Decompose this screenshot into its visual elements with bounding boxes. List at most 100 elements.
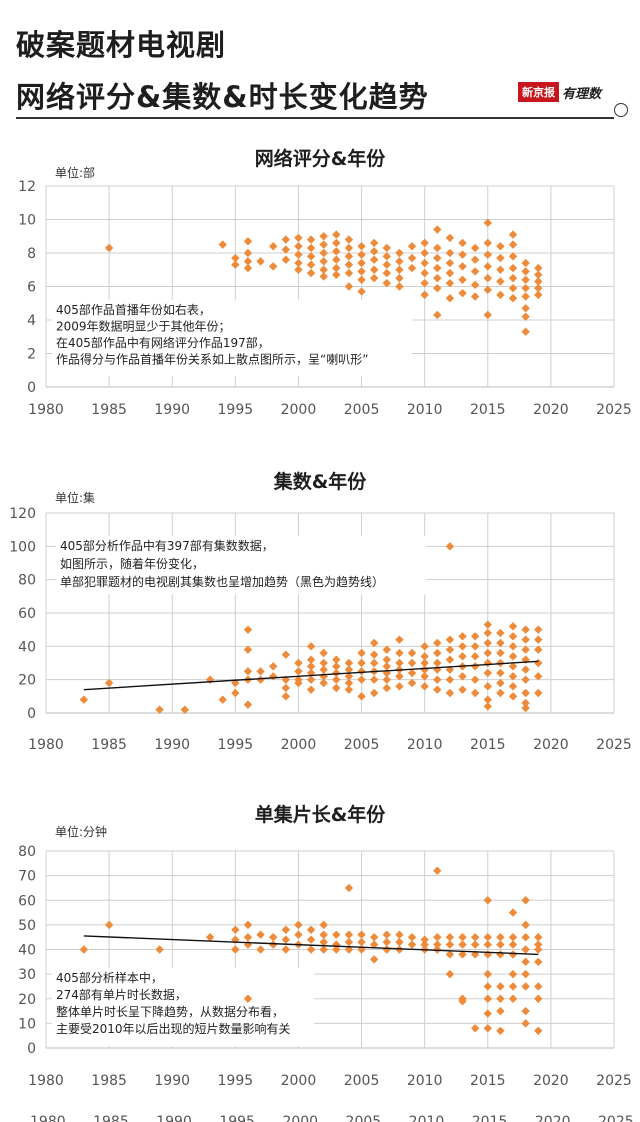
y-tick-label: 120 [9, 506, 36, 522]
data-point [281, 235, 291, 244]
data-point [483, 648, 492, 658]
data-point [534, 688, 543, 698]
data-point [445, 248, 455, 258]
data-point [534, 290, 543, 300]
data-point [306, 260, 316, 269]
data-point [433, 658, 442, 668]
data-point [496, 668, 505, 678]
data-point [357, 648, 366, 658]
data-point [534, 932, 543, 942]
data-point [445, 294, 455, 303]
data-point [458, 250, 467, 259]
data-point [294, 678, 303, 688]
data-point [319, 920, 328, 930]
data-point [483, 682, 492, 691]
x-tick-label: 2010 [407, 737, 443, 753]
data-point [420, 248, 429, 258]
data-point [521, 258, 530, 268]
data-point [357, 692, 366, 701]
data-point [231, 688, 240, 698]
data-point [306, 642, 316, 651]
data-point [496, 253, 505, 263]
data-point [496, 1026, 505, 1035]
data-point [332, 238, 341, 248]
data-point [483, 982, 492, 991]
cropped-x-tick-label: 2010 [408, 1114, 445, 1122]
data-point [306, 685, 316, 694]
data-point [483, 262, 492, 271]
x-tick-label: 2015 [470, 1073, 506, 1089]
data-point [445, 635, 455, 644]
annotation-text: 405部作品首播年份如右表， [56, 302, 211, 317]
data-point [369, 638, 379, 648]
x-tick-label: 2020 [533, 737, 569, 753]
data-point [344, 945, 354, 954]
data-point [521, 1019, 530, 1028]
data-point [433, 253, 442, 263]
data-point [332, 945, 341, 954]
data-point [306, 235, 316, 244]
data-point [243, 248, 253, 258]
data-point [496, 940, 505, 949]
data-point [534, 940, 543, 949]
data-point [458, 932, 467, 942]
data-point [369, 955, 379, 964]
y-tick-label: 4 [27, 313, 36, 329]
data-point [521, 920, 530, 930]
data-point [420, 682, 429, 691]
data-point [395, 265, 404, 274]
data-point [357, 675, 366, 684]
data-point [269, 662, 278, 671]
data-point [382, 260, 391, 269]
data-point [508, 672, 518, 681]
x-tick-label: 1990 [154, 1073, 190, 1089]
data-point [534, 994, 543, 1003]
data-point [281, 650, 291, 659]
data-point [433, 243, 442, 253]
data-point [458, 642, 467, 651]
data-point [344, 282, 354, 291]
data-point [243, 940, 253, 949]
data-point [458, 685, 467, 694]
data-point [294, 250, 303, 259]
data-point [369, 658, 379, 668]
data-point [534, 672, 543, 681]
x-tick-label: 2020 [533, 402, 569, 418]
data-point [281, 683, 291, 693]
data-point [521, 1006, 530, 1016]
data-point [470, 675, 480, 684]
data-point [470, 267, 480, 276]
data-point [445, 940, 455, 949]
data-point [319, 265, 328, 274]
y-tick-label: 30 [18, 967, 36, 983]
y-tick-label: 20 [18, 992, 36, 1008]
data-point [483, 218, 492, 228]
annotation-background [52, 300, 412, 376]
data-point [496, 277, 505, 286]
data-point [521, 698, 530, 708]
data-point [521, 327, 530, 336]
x-tick-label: 2020 [533, 1073, 569, 1089]
data-point [433, 283, 442, 293]
x-tick-label: 1995 [218, 402, 254, 418]
data-point [470, 642, 480, 651]
data-point [496, 290, 505, 300]
data-point [344, 268, 354, 278]
data-point [483, 620, 492, 629]
y-tick-label: 8 [27, 246, 36, 262]
data-point [433, 665, 442, 674]
data-point [445, 969, 455, 979]
cropped-x-tick-label: 1995 [219, 1114, 255, 1122]
data-point [357, 267, 366, 276]
data-point [395, 635, 404, 644]
data-point [534, 635, 543, 644]
data-point [319, 272, 328, 281]
data-point [281, 692, 291, 701]
data-point [420, 278, 429, 288]
data-point [306, 252, 316, 261]
data-point [357, 242, 366, 251]
data-point [332, 930, 341, 939]
data-point [483, 238, 492, 248]
data-point [470, 292, 480, 301]
data-point [256, 930, 265, 939]
